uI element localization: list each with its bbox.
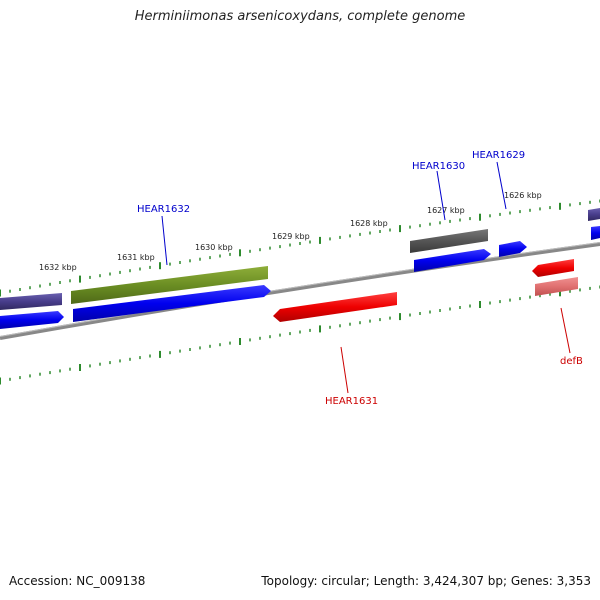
accession-label: Accession: NC_009138 — [9, 574, 146, 588]
cds-forward-right[interactable] — [591, 226, 600, 240]
cog-feature-purple-left[interactable] — [0, 293, 62, 310]
gene-labels: HEAR1632 HEAR1630 HEAR1629 HEAR1631 defB — [137, 150, 583, 407]
genome-backbone-highlight — [0, 242, 600, 337]
leader-HEAR1632 — [161, 215, 168, 266]
genome-backbone — [0, 242, 600, 340]
cog-feature-gray[interactable] — [410, 229, 488, 253]
cog-track — [0, 208, 600, 310]
tick-label-1630: 1630 kbp — [195, 243, 233, 252]
cog-feature-pink[interactable] — [535, 277, 578, 296]
cds-forward-HEAR1632[interactable] — [73, 285, 271, 322]
ruler-labels: 1632 kbp 1631 kbp 1630 kbp 1629 kbp 1628… — [39, 191, 542, 272]
genome-summary-label: Topology: circular; Length: 3,424,307 bp… — [261, 574, 591, 588]
cds-reverse-defB[interactable] — [532, 259, 574, 277]
map-title: Herminiimonas arsenicoxydans, complete g… — [134, 9, 466, 24]
leader-HEAR1630 — [436, 170, 446, 221]
gene-label-leaders — [161, 161, 571, 394]
leader-defB — [560, 307, 571, 354]
tick-label-1626: 1626 kbp — [504, 191, 542, 200]
gene-label-HEAR1630[interactable]: HEAR1630 — [412, 161, 465, 172]
leader-HEAR1631 — [340, 346, 349, 394]
gene-label-HEAR1629[interactable]: HEAR1629 — [472, 150, 525, 161]
forward-cds-track — [0, 226, 600, 329]
reverse-cds-track — [273, 259, 578, 322]
tick-label-1628: 1628 kbp — [350, 219, 388, 228]
lower-tick-ruler — [0, 285, 600, 385]
gene-label-HEAR1632[interactable]: HEAR1632 — [137, 204, 190, 215]
gene-label-HEAR1631[interactable]: HEAR1631 — [325, 396, 378, 407]
upper-tick-ruler — [0, 199, 600, 297]
cds-forward-HEAR1630[interactable] — [414, 249, 491, 272]
cog-feature-green[interactable] — [71, 266, 268, 304]
cog-feature-purple-right[interactable] — [588, 208, 600, 221]
leader-HEAR1629 — [496, 161, 507, 210]
tick-label-1631: 1631 kbp — [117, 253, 155, 262]
gene-label-defB[interactable]: defB — [560, 356, 583, 367]
cds-forward-left[interactable] — [0, 311, 64, 329]
tick-label-1629: 1629 kbp — [272, 232, 310, 241]
cds-forward-HEAR1629[interactable] — [499, 241, 527, 257]
tick-label-1632: 1632 kbp — [39, 263, 77, 272]
tick-label-1627: 1627 kbp — [427, 206, 465, 215]
cds-reverse-HEAR1631[interactable] — [273, 292, 397, 322]
